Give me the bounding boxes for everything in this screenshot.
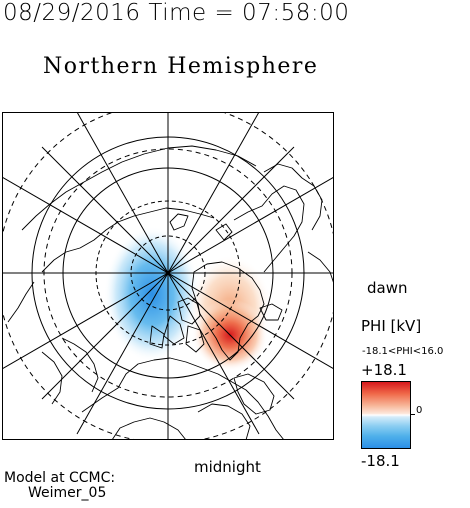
negative-potential-cell	[104, 226, 200, 362]
colorbar-min-label: -18.1	[361, 452, 400, 470]
coastlines	[7, 145, 334, 440]
colorbar-zero-tick	[411, 414, 415, 415]
polar-map	[2, 112, 334, 440]
colorbar-range-text: -18.1<PHI<16.0	[362, 346, 444, 357]
datetime-title: 08/29/2016 Time = 07:58:00	[3, 0, 350, 26]
model-credit-line2: Weimer_05	[28, 485, 107, 501]
dawn-label: dawn	[367, 279, 408, 297]
colorbar	[361, 381, 411, 449]
colorbar-zero-label: 0	[416, 405, 423, 416]
colorbar-max-label: +18.1	[361, 361, 407, 379]
hemisphere-title: Northern Hemisphere	[43, 54, 319, 79]
model-credit-line1: Model at CCMC:	[4, 470, 116, 486]
colorbar-title: PHI [kV]	[361, 317, 422, 335]
map-border	[2, 112, 334, 440]
midnight-label: midnight	[194, 458, 261, 476]
meridian-lines	[2, 112, 334, 440]
